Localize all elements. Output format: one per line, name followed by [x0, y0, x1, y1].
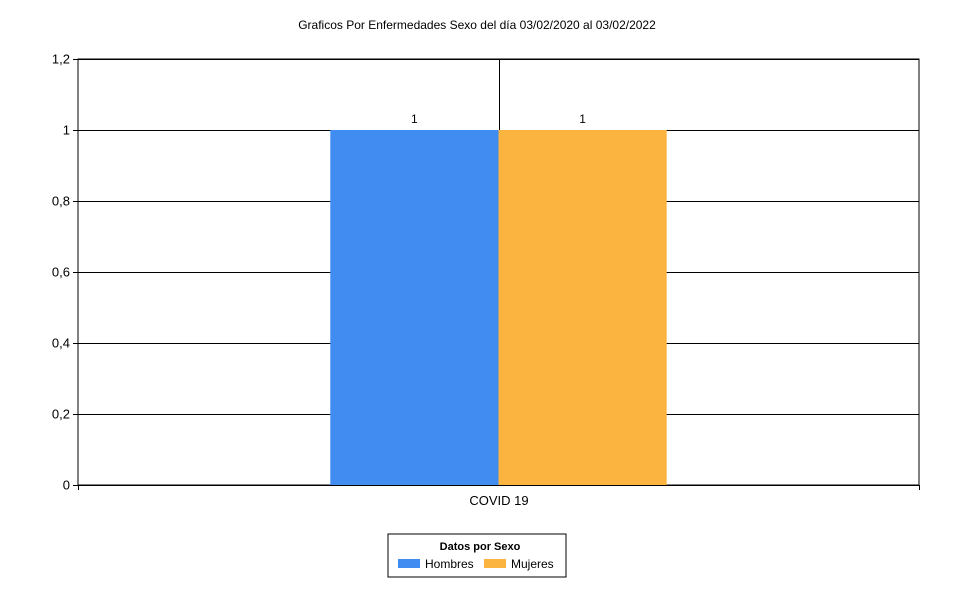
y-tick-label: 0	[63, 478, 70, 493]
legend-items: Hombres Mujeres	[398, 557, 554, 571]
legend: Datos por Sexo Hombres Mujeres	[387, 533, 567, 578]
legend-title: Datos por Sexo	[440, 541, 521, 553]
bar-mujeres	[498, 130, 667, 485]
chart-title: Graficos Por Enfermedades Sexo del día 0…	[298, 18, 656, 32]
legend-swatch-mujeres	[484, 559, 506, 568]
data-label: 1	[579, 112, 586, 126]
legend-label-hombres: Hombres	[425, 557, 474, 571]
y-tick-label: 0,8	[52, 194, 70, 209]
y-tick-label: 1	[63, 123, 70, 138]
y-tick-label: 1,2	[52, 52, 70, 67]
x-axis: COVID 19	[78, 485, 920, 508]
legend-label-mujeres: Mujeres	[511, 557, 554, 571]
bar-hombres	[330, 130, 499, 485]
legend-box	[387, 533, 567, 578]
data-label: 1	[411, 112, 418, 126]
x-tick-label: COVID 19	[469, 493, 528, 508]
y-tick-label: 0,4	[52, 336, 70, 351]
y-axis: 0 0,2 0,4 0,6 0,8 1 1,2	[52, 52, 78, 493]
bars	[330, 130, 667, 485]
legend-swatch-hombres	[398, 559, 420, 568]
y-tick-label: 0,2	[52, 407, 70, 422]
y-tick-label: 0,6	[52, 265, 70, 280]
